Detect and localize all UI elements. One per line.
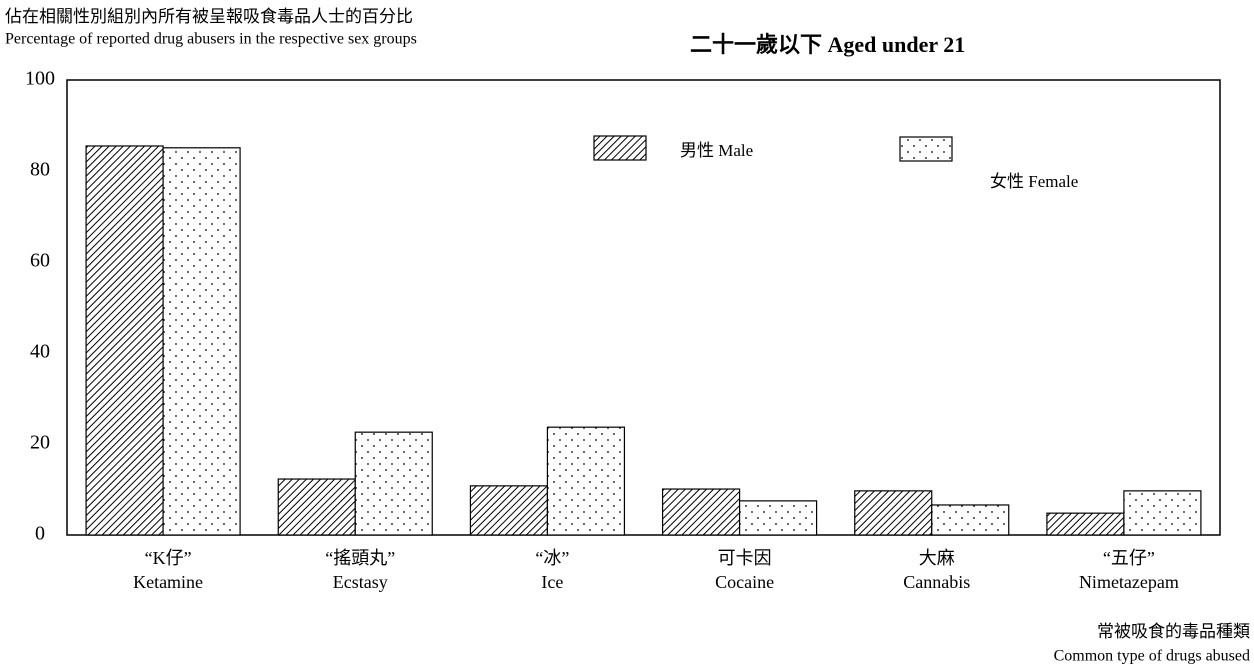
- bar: [738, 500, 818, 536]
- bar: [931, 504, 1010, 536]
- x-tick-label: Ice: [541, 572, 563, 592]
- legend-label: 男性 Male: [680, 141, 753, 160]
- y-tick-label: 60: [30, 250, 50, 272]
- x-tick-label: 大麻: [919, 548, 955, 568]
- y-tick-label: 40: [30, 341, 50, 363]
- y-tick-label: 20: [30, 432, 50, 454]
- bar: [162, 147, 241, 536]
- legend-swatch: [899, 136, 953, 162]
- legend-label: 女性 Female: [990, 172, 1078, 191]
- bar: [469, 485, 549, 536]
- y-label-en: Percentage of reported drug abusers in t…: [5, 31, 417, 48]
- plot-frame: [66, 79, 1221, 536]
- x-tick-label: 可卡因: [718, 548, 772, 568]
- bar: [1123, 490, 1202, 536]
- x-label-zh: 常被吸食的毒品種類: [1097, 622, 1250, 641]
- x-tick-label: “搖頭丸”: [325, 548, 395, 568]
- bar: [1046, 512, 1125, 536]
- bar: [354, 431, 433, 536]
- bar: [546, 426, 626, 536]
- x-tick-label: Ecstasy: [333, 572, 388, 592]
- bar: [661, 488, 741, 536]
- bar: [85, 145, 164, 536]
- x-tick-label: Cannabis: [903, 572, 970, 592]
- y-tick-label: 100: [25, 68, 55, 90]
- x-tick-label: “冰”: [535, 548, 569, 568]
- x-tick-label: Nimetazepam: [1079, 572, 1179, 592]
- y-tick-label: 80: [30, 159, 50, 181]
- x-label-en: Common type of drugs abused: [1054, 648, 1250, 665]
- x-tick-label: Cocaine: [715, 572, 774, 592]
- x-tick-label: Ketamine: [133, 572, 203, 592]
- y-tick-label: 0: [35, 523, 45, 545]
- bar: [277, 478, 356, 536]
- x-tick-label: “五仔”: [1103, 548, 1155, 568]
- chart-title: 二十一歲以下 Aged under 21: [690, 32, 965, 57]
- bar: [854, 490, 933, 536]
- legend-swatch: [593, 135, 647, 161]
- x-tick-label: “K仔”: [145, 548, 192, 568]
- y-label-zh: 佔在相關性別組別內所有被呈報吸食毒品人士的百分比: [5, 7, 413, 26]
